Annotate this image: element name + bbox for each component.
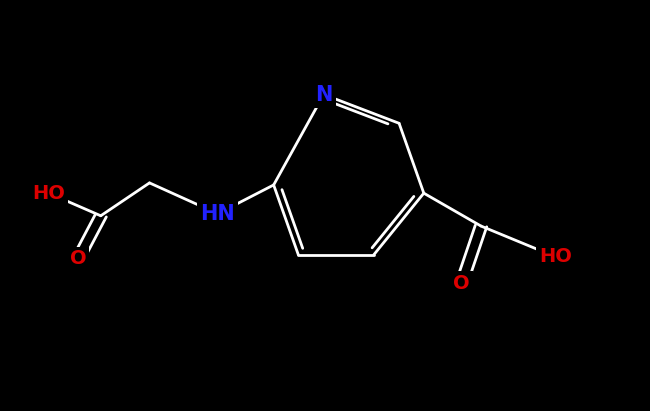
Text: O: O (453, 274, 470, 293)
Text: HO: HO (540, 247, 572, 266)
Text: HO: HO (32, 184, 65, 203)
Text: O: O (70, 249, 86, 268)
Text: HN: HN (200, 204, 235, 224)
Text: N: N (315, 85, 332, 104)
